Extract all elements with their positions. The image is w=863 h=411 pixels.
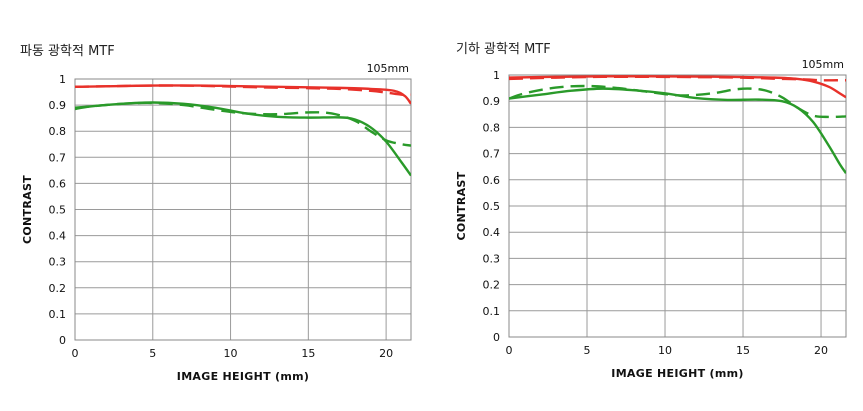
y-tick-label: 0.8 — [49, 125, 67, 138]
focal-length-label: 105mm — [802, 58, 844, 71]
x-tick-label: 20 — [814, 344, 828, 357]
series-line-green-dashed — [509, 84, 846, 119]
y-tick-label: 0 — [59, 334, 66, 347]
x-axis-title: IMAGE HEIGHT (mm) — [177, 370, 309, 383]
x-axis-title: IMAGE HEIGHT (mm) — [611, 367, 743, 380]
x-tick-label: 10 — [224, 347, 238, 360]
series-line-red-dashed — [509, 75, 846, 82]
y-tick-label: 0.6 — [483, 174, 501, 187]
y-tick-label: 1 — [493, 69, 500, 82]
plot-frame — [508, 74, 847, 338]
x-tick-label: 5 — [149, 347, 156, 360]
x-tick-label: 0 — [72, 347, 79, 360]
y-tick-label: 0.2 — [49, 282, 67, 295]
chart-title-wave-optical: 파동 광학적 MTF — [20, 44, 115, 59]
y-tick-label: 0.2 — [483, 279, 501, 292]
y-tick-label: 0 — [493, 331, 500, 344]
chart-title-geometric-optical: 기하 광학적 MTF — [456, 42, 551, 57]
y-axis-title: CONTRAST — [21, 175, 34, 244]
y-tick-label: 0.7 — [483, 148, 501, 161]
series-line-red-dashed — [75, 84, 411, 97]
y-tick-label: 0.4 — [483, 226, 501, 239]
y-tick-label: 0.1 — [483, 305, 501, 318]
y-tick-label: 0.4 — [49, 230, 67, 243]
y-tick-label: 0.3 — [483, 252, 501, 265]
y-tick-label: 0.6 — [49, 177, 67, 190]
x-tick-label: 20 — [379, 347, 393, 360]
y-tick-label: 0.3 — [49, 256, 67, 269]
y-axis-title: CONTRAST — [455, 171, 468, 240]
x-tick-label: 10 — [658, 344, 672, 357]
y-tick-label: 0.5 — [483, 200, 501, 213]
y-tick-label: 0.9 — [49, 99, 67, 112]
series-line-green-solid — [509, 87, 846, 174]
plot-frame — [74, 78, 412, 341]
y-tick-label: 0.8 — [483, 121, 501, 134]
y-tick-label: 0.1 — [49, 308, 67, 321]
focal-length-label: 105mm — [367, 62, 409, 75]
x-tick-label: 5 — [584, 344, 591, 357]
y-tick-label: 0.7 — [49, 151, 67, 164]
y-tick-label: 0.5 — [49, 204, 67, 217]
x-tick-label: 15 — [301, 347, 315, 360]
x-tick-label: 15 — [736, 344, 750, 357]
series-line-green-dashed — [75, 101, 411, 147]
y-tick-label: 1 — [59, 73, 66, 86]
y-tick-label: 0.9 — [483, 95, 501, 108]
x-tick-label: 0 — [506, 344, 513, 357]
